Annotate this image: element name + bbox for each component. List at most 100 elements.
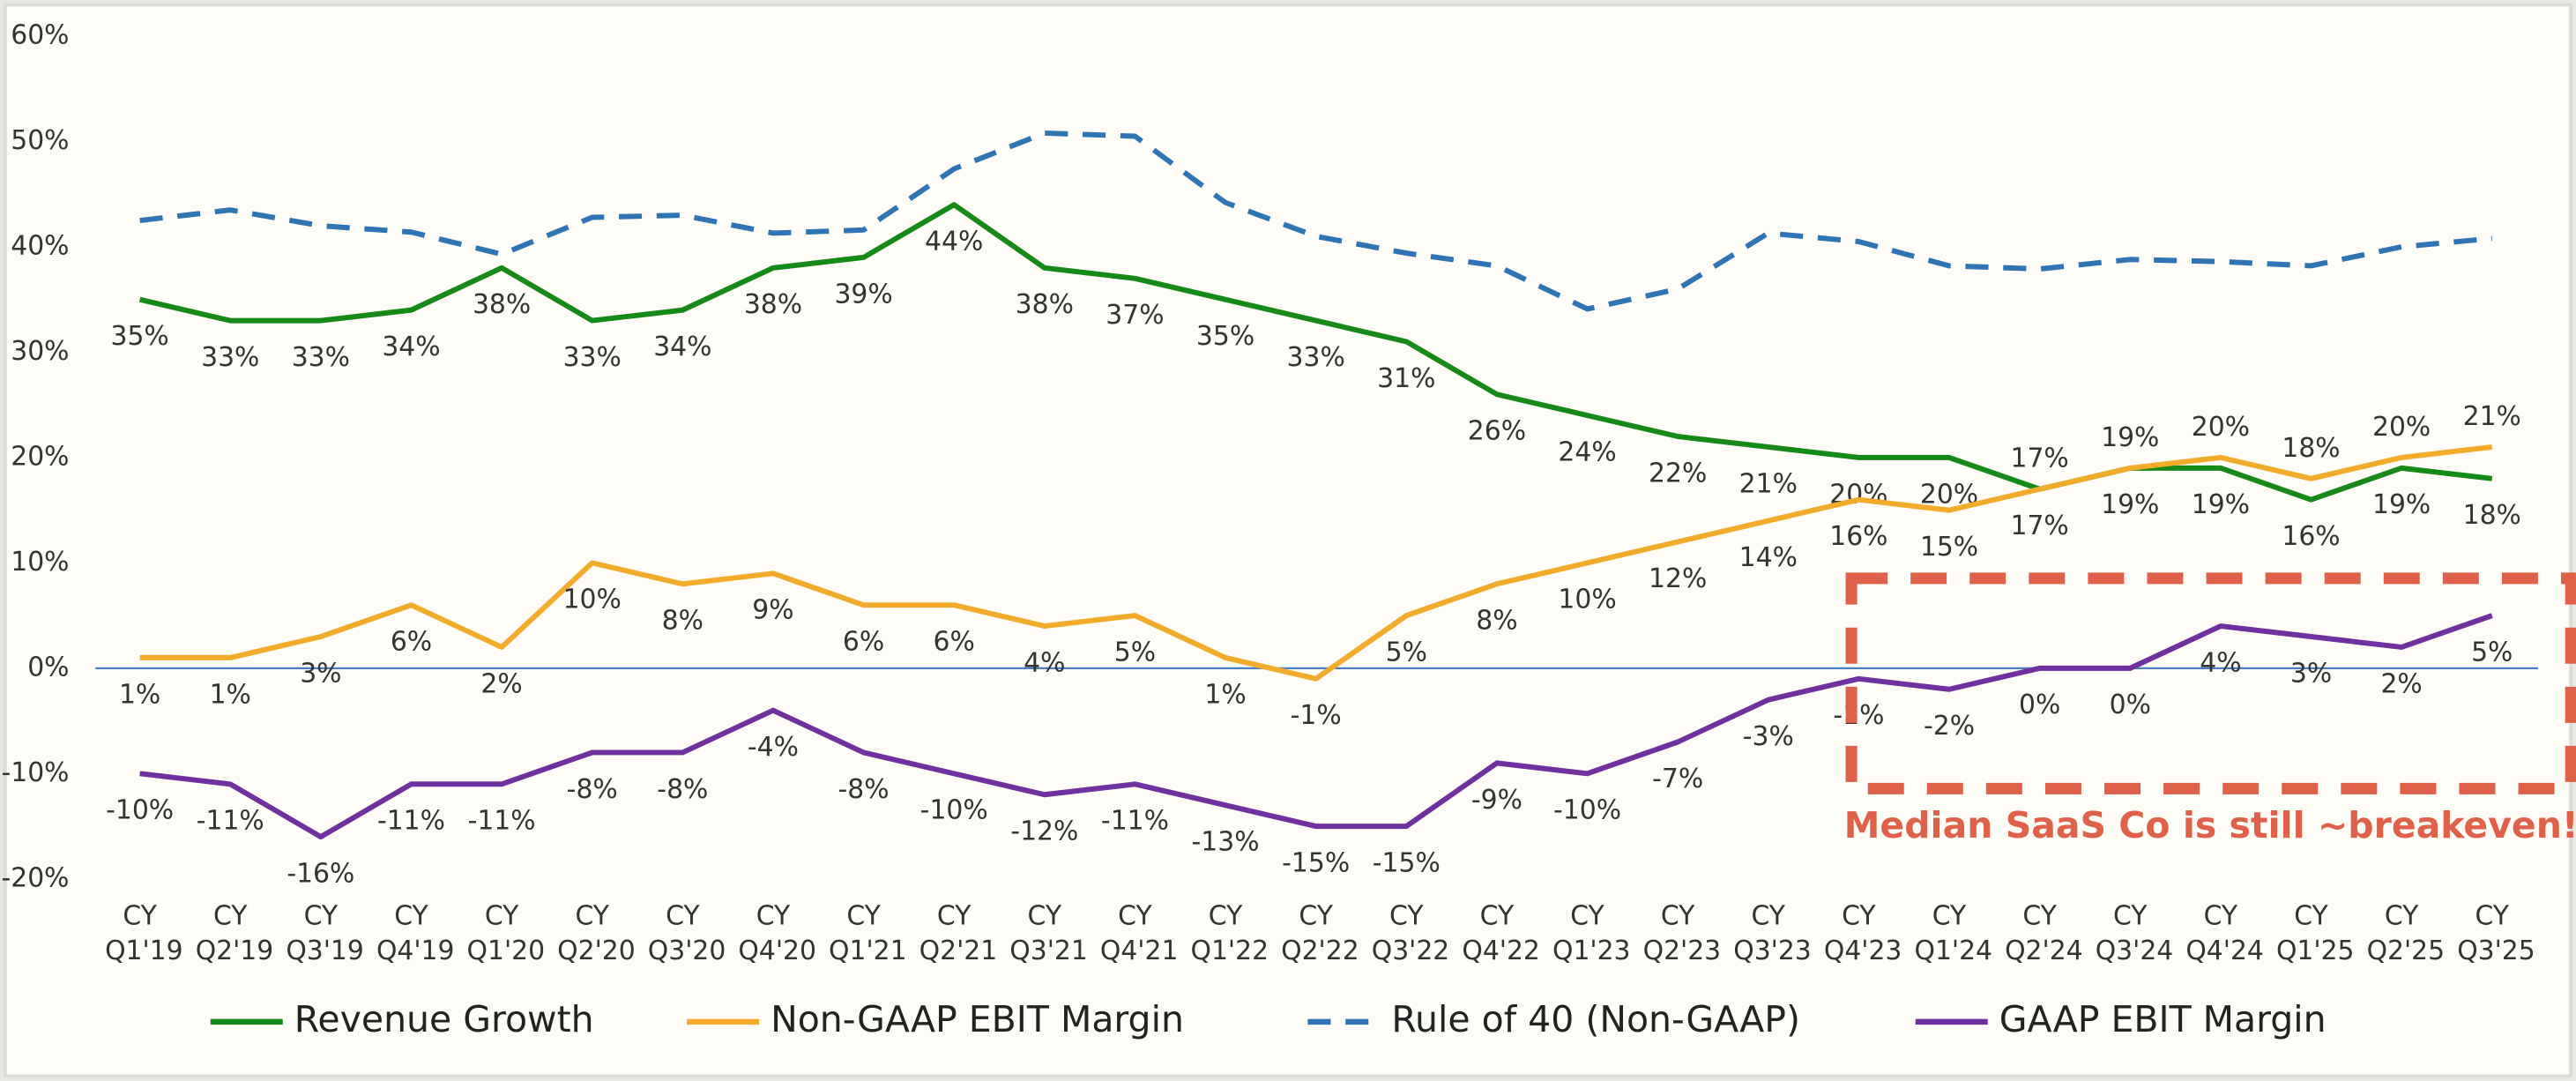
data-label: -11% bbox=[468, 806, 536, 837]
data-label: 18% bbox=[2282, 433, 2340, 464]
data-label: -1% bbox=[1833, 700, 1884, 731]
data-label: 8% bbox=[1476, 606, 1517, 637]
data-label: 38% bbox=[473, 289, 531, 320]
data-label: -7% bbox=[1652, 764, 1703, 794]
data-label: -13% bbox=[1192, 827, 1260, 858]
data-label: 20% bbox=[2372, 412, 2431, 443]
data-label: 38% bbox=[1016, 289, 1074, 320]
data-label: 5% bbox=[1386, 637, 1427, 667]
data-label: 20% bbox=[2192, 412, 2250, 443]
data-label: 21% bbox=[2463, 401, 2521, 432]
data-label: -11% bbox=[197, 806, 264, 837]
data-label: 4% bbox=[1024, 647, 1065, 678]
legend-label: Revenue Growth bbox=[294, 998, 594, 1040]
data-label: 0% bbox=[2110, 690, 2151, 720]
data-label: 10% bbox=[1558, 585, 1616, 615]
data-label: 33% bbox=[563, 342, 622, 373]
data-label: 2% bbox=[480, 668, 522, 699]
x-tick-label: CY Q2'21 bbox=[911, 900, 997, 965]
data-label: 16% bbox=[1829, 521, 1887, 552]
series-line bbox=[139, 130, 2493, 312]
x-tick-label: CY Q1'24 bbox=[1906, 900, 1992, 965]
data-label: 37% bbox=[1106, 300, 1164, 331]
data-label: -9% bbox=[1471, 785, 1523, 816]
data-label: 17% bbox=[2011, 444, 2069, 474]
x-tick-label: CY Q1'25 bbox=[2268, 900, 2355, 965]
data-label: 19% bbox=[2192, 489, 2250, 520]
data-label: 38% bbox=[744, 289, 802, 320]
x-tick-label: CY Q3'21 bbox=[1001, 900, 1088, 965]
y-tick-label: 50% bbox=[11, 125, 69, 156]
x-tick-label: CY Q3'25 bbox=[2449, 900, 2535, 965]
x-tick-label: CY Q1'19 bbox=[97, 900, 183, 965]
data-label: 1% bbox=[119, 679, 160, 710]
data-label: 9% bbox=[752, 595, 793, 626]
data-label: -11% bbox=[1101, 806, 1169, 837]
x-tick-label: CY Q2'23 bbox=[1634, 900, 1721, 965]
data-label: 34% bbox=[653, 332, 711, 362]
data-label: 15% bbox=[1920, 532, 1978, 563]
x-tick-label: CY Q4'19 bbox=[368, 900, 454, 965]
data-label: 6% bbox=[391, 627, 432, 658]
data-label: 16% bbox=[2282, 521, 2340, 552]
x-tick-label: CY Q3'19 bbox=[278, 900, 364, 965]
x-tick-label: CY Q4'22 bbox=[1454, 900, 1540, 965]
x-tick-label: CY Q3'22 bbox=[1363, 900, 1449, 965]
data-label: 33% bbox=[1287, 342, 1345, 373]
data-label: -10% bbox=[920, 795, 988, 826]
data-label: -10% bbox=[1553, 795, 1621, 826]
data-label: 14% bbox=[1739, 542, 1798, 573]
data-label: 31% bbox=[1377, 363, 1435, 394]
y-tick-label: -20% bbox=[2, 862, 70, 893]
data-label: 19% bbox=[2101, 422, 2159, 453]
data-label: 21% bbox=[1739, 468, 1798, 499]
background bbox=[3, 3, 2573, 1078]
data-label: -4% bbox=[748, 732, 799, 763]
data-label: 26% bbox=[1468, 416, 1526, 447]
x-tick-label: CY Q1'20 bbox=[458, 900, 545, 965]
x-tick-label: CY Q3'20 bbox=[639, 900, 726, 965]
data-label: -11% bbox=[377, 806, 445, 837]
y-tick-label: 0% bbox=[27, 652, 69, 682]
data-label: -1% bbox=[1291, 700, 1342, 731]
data-label: -15% bbox=[1282, 847, 1350, 878]
y-tick-label: 40% bbox=[11, 230, 69, 261]
x-tick-label: CY Q2'19 bbox=[187, 900, 273, 965]
x-tick-label: CY Q2'20 bbox=[549, 900, 636, 965]
y-tick-label: 10% bbox=[11, 547, 69, 578]
y-tick-label: 30% bbox=[11, 336, 69, 367]
data-label: 44% bbox=[925, 227, 983, 257]
series-line bbox=[139, 444, 2493, 682]
data-label: -8% bbox=[838, 774, 890, 805]
data-label: -3% bbox=[1743, 721, 1794, 752]
annotation-box bbox=[1845, 572, 2576, 794]
data-label: 22% bbox=[1649, 458, 1707, 488]
x-tick-label: CY Q1'23 bbox=[1545, 900, 1631, 965]
data-label: 2% bbox=[2380, 668, 2422, 699]
data-label: 1% bbox=[1204, 679, 1246, 710]
data-label: 18% bbox=[2463, 500, 2521, 531]
data-label: 34% bbox=[382, 332, 440, 362]
data-label: 35% bbox=[1196, 321, 1254, 352]
legend-label: Rule of 40 (Non-GAAP) bbox=[1391, 998, 1800, 1040]
data-label: 39% bbox=[834, 279, 892, 309]
series-line bbox=[139, 613, 2493, 840]
data-label: -10% bbox=[106, 795, 174, 826]
x-tick-label: CY Q1'21 bbox=[821, 900, 907, 965]
data-label: 12% bbox=[1649, 563, 1707, 594]
y-tick-label: 60% bbox=[11, 19, 69, 50]
data-label: 4% bbox=[2200, 647, 2241, 678]
y-tick-label: -10% bbox=[2, 757, 70, 788]
data-label: 3% bbox=[2290, 658, 2332, 689]
data-label: 6% bbox=[934, 627, 975, 658]
data-label: -16% bbox=[287, 858, 354, 889]
data-label: 0% bbox=[2019, 690, 2060, 720]
legend-label: GAAP EBIT Margin bbox=[1999, 998, 2327, 1040]
y-tick-label: 20% bbox=[11, 441, 69, 472]
data-label: 19% bbox=[2372, 489, 2431, 520]
data-label: 10% bbox=[563, 585, 622, 615]
data-label: 35% bbox=[110, 321, 168, 352]
data-label: -2% bbox=[1924, 711, 1975, 742]
